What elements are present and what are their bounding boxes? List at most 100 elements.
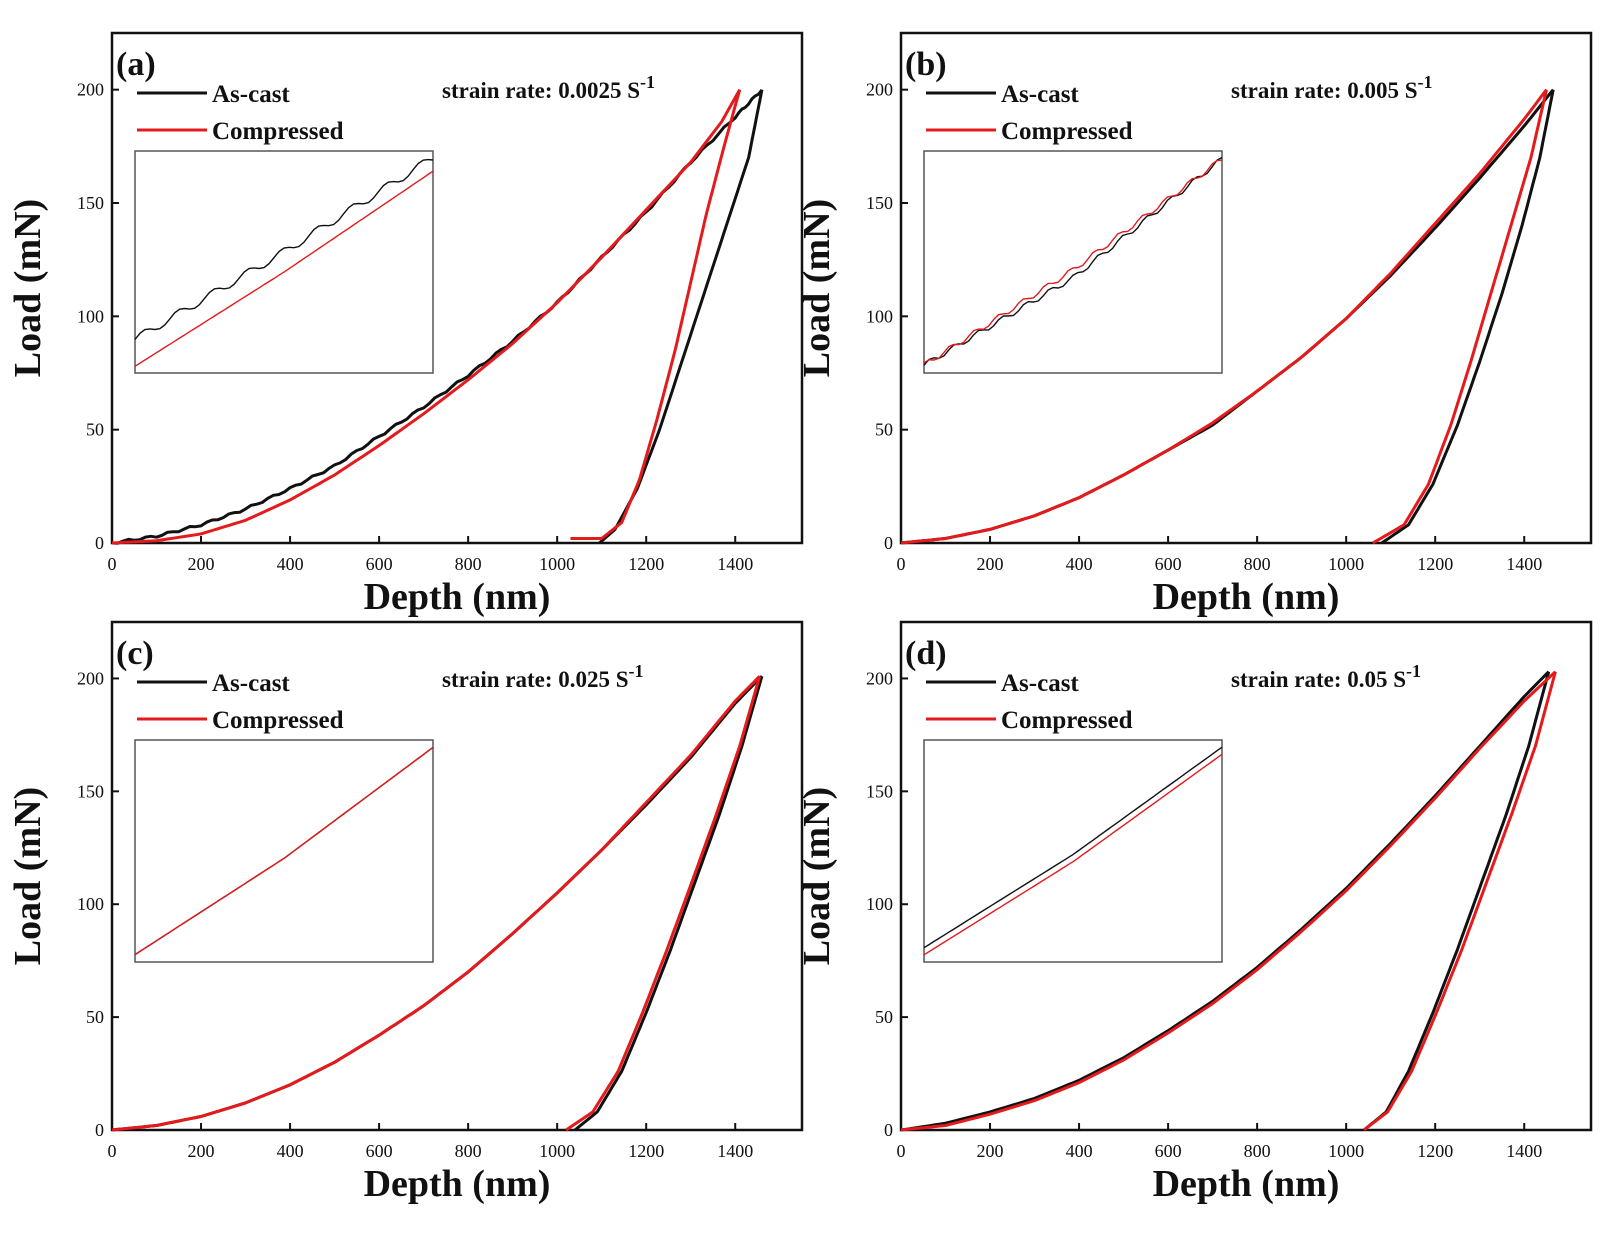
x-tick-label: 0 <box>108 1141 117 1161</box>
y-tick-label: 0 <box>884 533 893 553</box>
y-axis-title: Load (mN) <box>796 199 838 377</box>
series-as-cast-unloading <box>1380 89 1555 545</box>
strain-rate-value: strain rate: 0.0025 S <box>442 78 640 103</box>
y-tick-label: 50 <box>86 1007 104 1027</box>
y-tick-label: 0 <box>95 533 104 553</box>
inset <box>923 739 1223 963</box>
x-tick-label: 1000 <box>539 1141 575 1161</box>
legend-label-as-cast: As-cast <box>1001 670 1079 697</box>
y-tick-label: 50 <box>875 1007 893 1027</box>
inset-series-compressed <box>134 746 434 956</box>
y-tick-label: 100 <box>77 894 104 914</box>
plot-frame <box>899 31 1593 545</box>
y-tick-label: 0 <box>95 1120 104 1140</box>
x-tick-label: 1200 <box>628 1141 664 1161</box>
x-tick-label: 400 <box>277 554 304 574</box>
y-tick-label: 200 <box>866 668 893 688</box>
series-compressed-unloading <box>1372 89 1548 545</box>
y-tick-label: 100 <box>77 306 104 326</box>
strain-rate-value: strain rate: 0.05 S <box>1231 667 1406 692</box>
inset-series-compressed <box>923 753 1223 956</box>
series-compressed-loading <box>111 675 761 1132</box>
x-tick-label: 1200 <box>1417 554 1453 574</box>
panel-label: (c) <box>116 635 154 672</box>
inset-frame <box>134 150 434 374</box>
panel-c: 0 200 400 600 800 1000 1200 1400 0 50 100 150 200 Dep… <box>7 620 804 1205</box>
legend-label-compressed: Compressed <box>1001 707 1133 734</box>
x-axis-title: Depth (nm) <box>1153 1163 1340 1205</box>
legend-label-compressed: Compressed <box>212 118 344 145</box>
plot-frame <box>899 620 1593 1132</box>
series-compressed-unloading <box>565 675 762 1132</box>
inset-frame <box>923 739 1223 963</box>
inset-series-as-cast <box>134 158 434 340</box>
plot-frame <box>110 620 804 1132</box>
x-tick-label: 600 <box>1155 554 1182 574</box>
series-compressed-loading <box>111 88 742 545</box>
inset-series-compressed <box>134 170 434 367</box>
legend-label-as-cast: As-cast <box>212 670 290 697</box>
series-compressed-unloading <box>570 89 742 540</box>
y-tick-label: 150 <box>77 193 104 213</box>
series-as-cast-unloading <box>598 89 764 545</box>
x-tick-label: 0 <box>108 554 117 574</box>
x-tick-label: 400 <box>1066 1141 1093 1161</box>
strain-rate-annotation: strain rate: 0.05 S-1 <box>1231 661 1421 692</box>
panel-label: (a) <box>116 46 156 83</box>
y-tick-label: 200 <box>77 668 104 688</box>
strain-rate-exponent: -1 <box>629 661 644 681</box>
series-as-cast-loading <box>900 670 1550 1132</box>
strain-rate-exponent: -1 <box>1406 661 1421 681</box>
legend-label-as-cast: As-cast <box>212 81 290 108</box>
panel-label: (d) <box>905 635 947 672</box>
x-tick-label: 400 <box>277 1141 304 1161</box>
inset-series-as-cast <box>923 746 1223 949</box>
panel-label: (b) <box>905 46 947 83</box>
y-tick-label: 150 <box>866 781 893 801</box>
y-axis-title: Load (mN) <box>7 787 49 965</box>
y-tick-label: 50 <box>86 420 104 440</box>
y-tick-label: 150 <box>77 781 104 801</box>
x-tick-label: 1400 <box>717 1141 753 1161</box>
strain-rate-exponent: -1 <box>1418 72 1433 92</box>
legend-label-compressed: Compressed <box>1001 118 1133 145</box>
y-axis-title: Load (mN) <box>796 787 838 965</box>
x-tick-label: 1000 <box>1328 1141 1364 1161</box>
inset-series-compressed <box>923 159 1223 364</box>
y-tick-label: 200 <box>77 80 104 100</box>
x-tick-label: 800 <box>455 554 482 574</box>
x-tick-label: 800 <box>455 1141 482 1161</box>
series-as-cast-unloading <box>574 675 764 1132</box>
x-tick-label: 1200 <box>1417 1141 1453 1161</box>
series-compressed-loading <box>900 670 1557 1132</box>
panel-b: 0 200 400 600 800 1000 1200 1400 0 50 100 150 200 Dep… <box>796 31 1593 618</box>
x-tick-label: 1400 <box>1506 1141 1542 1161</box>
x-tick-label: 600 <box>366 554 393 574</box>
strain-rate-annotation: strain rate: 0.0025 S-1 <box>442 72 655 103</box>
x-tick-label: 1000 <box>1328 554 1364 574</box>
series-compressed-loading <box>900 88 1548 545</box>
series-as-cast-unloading <box>1363 671 1551 1132</box>
x-tick-label: 600 <box>366 1141 393 1161</box>
x-tick-label: 200 <box>188 554 215 574</box>
y-tick-label: 150 <box>866 193 893 213</box>
x-tick-label: 1400 <box>1506 554 1542 574</box>
x-tick-label: 1400 <box>717 554 753 574</box>
x-tick-label: 600 <box>1155 1141 1182 1161</box>
x-axis-title: Depth (nm) <box>1153 576 1340 618</box>
inset <box>134 739 434 963</box>
inset <box>134 150 434 374</box>
inset <box>923 150 1223 374</box>
plot-frame <box>110 31 804 545</box>
strain-rate-annotation: strain rate: 0.025 S-1 <box>442 661 644 692</box>
y-tick-label: 50 <box>875 420 893 440</box>
legend-label-compressed: Compressed <box>212 707 344 734</box>
y-tick-label: 100 <box>866 894 893 914</box>
x-tick-label: 0 <box>897 1141 906 1161</box>
x-tick-label: 400 <box>1066 554 1093 574</box>
y-tick-label: 200 <box>866 80 893 100</box>
strain-rate-value: strain rate: 0.025 S <box>442 667 629 692</box>
inset-frame <box>923 150 1223 374</box>
x-tick-label: 200 <box>188 1141 215 1161</box>
